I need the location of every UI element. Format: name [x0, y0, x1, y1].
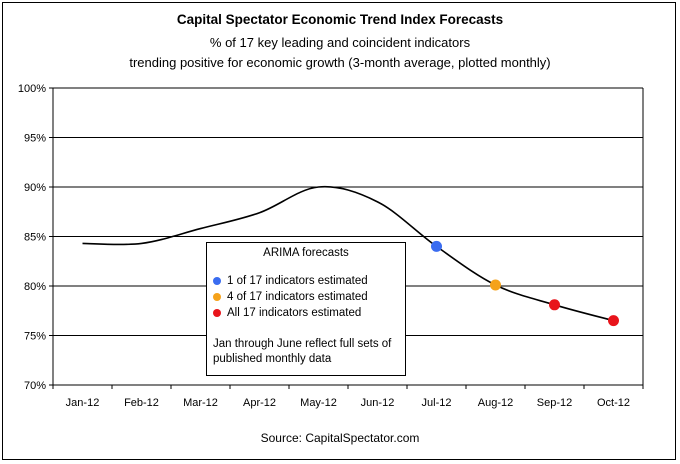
y-tick-label: 95%: [24, 133, 46, 145]
forecast-marker: [608, 315, 619, 327]
y-tick-label: 90%: [24, 182, 46, 194]
legend-item-2: 4 of 17 indicators estimated: [213, 291, 368, 303]
legend-marker-orange: [213, 292, 221, 301]
forecast-marker: [549, 299, 560, 311]
legend-marker-red: [213, 308, 221, 317]
forecast-marker: [490, 279, 501, 291]
legend-note: Jan through June reflect full sets of pu…: [213, 338, 392, 365]
y-tick-label: 100%: [18, 83, 46, 95]
x-tick-label: May-12: [300, 397, 337, 409]
legend: ARIMA forecasts 1 of 17 indicators estim…: [206, 242, 406, 376]
x-tick-label: Mar-12: [183, 397, 218, 409]
y-tick-label: 80%: [24, 281, 46, 293]
forecast-marker: [431, 240, 442, 252]
legend-label-1: 1 of 17 indicators estimated: [227, 275, 368, 287]
x-tick-label: Jun-12: [361, 397, 395, 409]
series-line: [82, 185, 614, 322]
legend-title: ARIMA forecasts: [263, 247, 349, 259]
legend-marker-blue: [213, 276, 221, 285]
legend-label-3: All 17 indicators estimated: [227, 307, 362, 319]
chart-source: Source: CapitalSpectator.com: [260, 431, 420, 445]
x-tick-label: Aug-12: [478, 397, 513, 409]
x-tick-label: Apr-12: [243, 397, 276, 409]
y-tick-label: 70%: [24, 380, 46, 392]
chart-title: Capital Spectator Economic Trend Index F…: [176, 12, 504, 27]
chart-subtitle-line2: trending positive for economic growth (3…: [129, 55, 551, 70]
chart-subtitle-line1: % of 17 key leading and coincident indic…: [209, 35, 471, 50]
legend-item-3: All 17 indicators estimated: [213, 307, 361, 319]
y-tick-label: 75%: [24, 331, 46, 343]
x-tick-label: Jul-12: [422, 397, 452, 409]
legend-label-2: 4 of 17 indicators estimated: [227, 291, 368, 303]
x-tick-label: Jan-12: [66, 397, 100, 409]
x-tick-label: Oct-12: [597, 397, 630, 409]
x-tick-label: Feb-12: [124, 397, 159, 409]
y-tick-label: 85%: [24, 232, 46, 244]
legend-item-1: 1 of 17 indicators estimated: [213, 275, 368, 287]
x-tick-label: Sep-12: [537, 397, 572, 409]
